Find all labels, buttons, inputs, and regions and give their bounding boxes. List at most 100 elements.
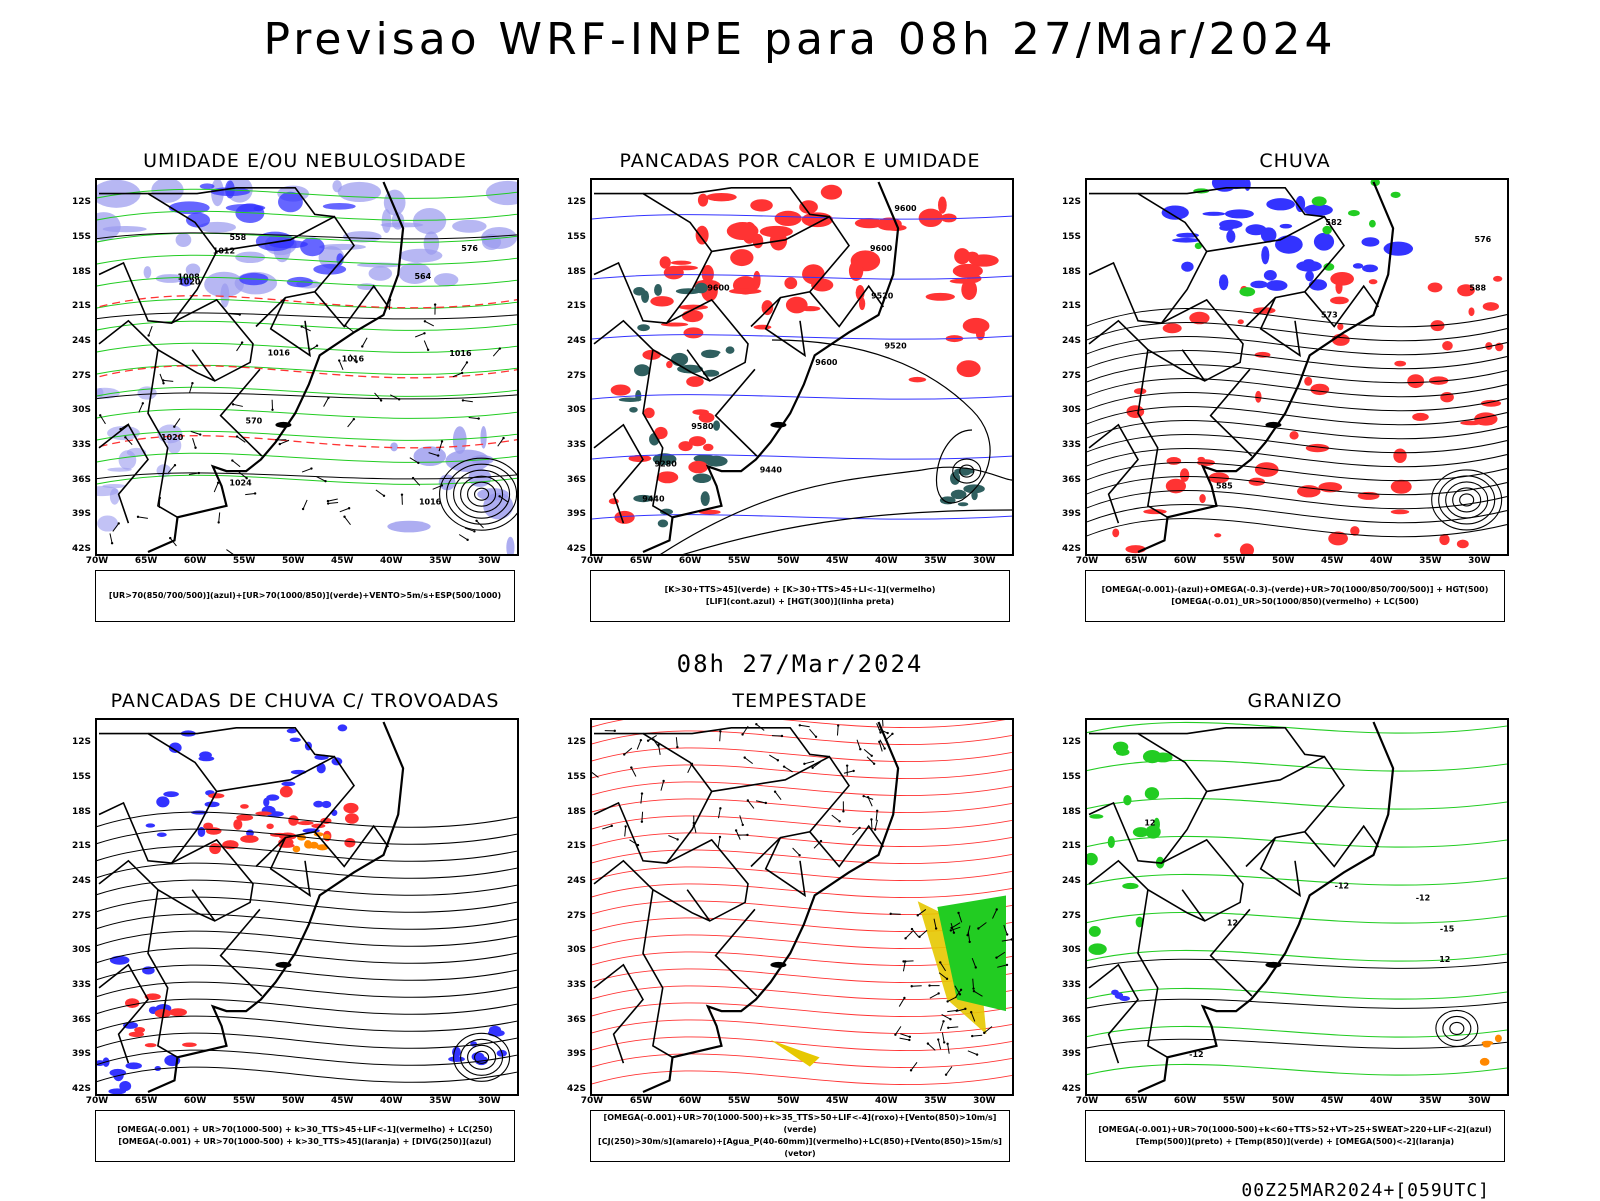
- wind-vector: [799, 724, 801, 726]
- contour-label: 9580: [691, 422, 714, 431]
- wind-vector: [904, 937, 906, 939]
- contour-label: 9600: [894, 204, 917, 213]
- legend-line: [OMEGA(-0.001)+UR>70(1000-500)+k<60+TTS>…: [1086, 1124, 1504, 1136]
- instability-area: [686, 376, 704, 387]
- lake: [275, 422, 291, 428]
- map-svg: 1012101610161016102010201016102457057656…: [97, 180, 517, 554]
- lon-tick-label: 55W: [1219, 1096, 1249, 1106]
- heat-humidity-area: [951, 490, 967, 499]
- wind-vector: [894, 1033, 896, 1035]
- lat-tick-label: 21S: [558, 841, 586, 851]
- wind-vector: [798, 854, 800, 856]
- contour-label: 9600: [870, 244, 893, 253]
- humidity-mid-area: [107, 468, 132, 472]
- wind-vector: [938, 1040, 940, 1050]
- wind-vector: [983, 1032, 985, 1034]
- lon-tick-label: 55W: [724, 556, 754, 566]
- instability-area: [706, 193, 737, 201]
- omega-500-area: [1483, 1043, 1491, 1047]
- lon-tick-label: 50W: [278, 556, 308, 566]
- lat-tick-label: 33S: [63, 980, 91, 990]
- heat-humidity-area: [705, 456, 728, 467]
- omega-strong-area: [1239, 287, 1255, 296]
- omega-ur-area: [1457, 540, 1469, 549]
- lon-tick-label: 70W: [1072, 556, 1102, 566]
- thunderstorm-area: [266, 823, 273, 829]
- humidity-mid-area: [424, 231, 439, 254]
- page-title: Previsao WRF-INPE para 08h 27/Mar/2024: [0, 14, 1600, 65]
- pressure-contour: [97, 313, 517, 320]
- humidity-mid-area: [319, 244, 366, 250]
- wind-vector: [959, 993, 961, 995]
- omega-area: [1219, 220, 1242, 229]
- omega-ur-area: [1330, 272, 1354, 286]
- humidity-low-contour: [97, 255, 517, 266]
- lon-tick-label: 30W: [474, 1096, 504, 1106]
- omega-area: [1280, 224, 1292, 229]
- lat-tick-label: 39S: [1053, 509, 1081, 519]
- lat-tick-label: 42S: [1053, 544, 1081, 554]
- omega-area: [1250, 281, 1267, 289]
- contour-label: 576: [1475, 235, 1492, 244]
- humidity-mid-area: [278, 192, 303, 213]
- lat-tick-label: 24S: [63, 876, 91, 886]
- wind-vector: [809, 729, 816, 737]
- wind-vector: [867, 796, 869, 798]
- instability-area: [729, 288, 761, 294]
- wind-vector: [461, 362, 467, 370]
- wind-vector: [995, 956, 997, 958]
- wind-vector: [149, 326, 153, 335]
- omega-ur-area: [1330, 297, 1349, 305]
- thunderstorm-area: [125, 998, 139, 1008]
- wind-vector: [775, 792, 781, 800]
- instability-area: [688, 461, 708, 473]
- legend-line: [OMEGA(-0.001)-(azul)+OMEGA(-0.3)-(verde…: [1086, 584, 1504, 596]
- humidity-low-contour: [97, 409, 517, 420]
- temp-500-contour: [1436, 1010, 1478, 1046]
- instability-area: [753, 234, 764, 248]
- omega-area: [1275, 235, 1303, 253]
- country-border: [172, 300, 253, 381]
- instability-area: [650, 296, 673, 306]
- wind-vector: [972, 1035, 982, 1036]
- wind-vector: [241, 341, 243, 343]
- wind-vector: [975, 966, 977, 968]
- lat-tick-label: 30S: [1053, 945, 1081, 955]
- wind-vector: [301, 325, 303, 327]
- omega-area: [1266, 198, 1295, 210]
- lat-tick-label: 18S: [63, 807, 91, 817]
- temp-850-contour: [1123, 795, 1131, 805]
- humidity-mid-area: [390, 442, 398, 451]
- contour-label: 1016: [449, 349, 472, 358]
- wind-vector: [906, 931, 913, 938]
- country-border: [1138, 728, 1324, 757]
- shower-area: [309, 842, 318, 849]
- temp-850-contour: [1116, 748, 1130, 755]
- wind-vector: [624, 748, 632, 754]
- lif-contour: [592, 395, 1012, 400]
- lake: [1265, 422, 1281, 428]
- temp-850-contour: [1087, 912, 1507, 925]
- wind-vector: [498, 495, 500, 497]
- panel-legend: [OMEGA(-0.001) + UR>70(1000-500) + k>30_…: [95, 1110, 515, 1162]
- wind-vector: [755, 723, 757, 725]
- lon-tick-label: 50W: [1268, 556, 1298, 566]
- divergence-area: [163, 791, 179, 797]
- contour-label: 573: [1321, 311, 1338, 320]
- wind-vector: [441, 440, 443, 442]
- wind-vector: [676, 746, 678, 748]
- omega-500-area: [1495, 1035, 1502, 1043]
- lon-tick-label: 60W: [180, 556, 210, 566]
- omega-area: [1353, 263, 1363, 268]
- lat-tick-label: 39S: [1053, 1049, 1081, 1059]
- lat-tick-label: 18S: [558, 267, 586, 277]
- lon-tick-label: 40W: [1366, 1096, 1396, 1106]
- lon-tick-label: 70W: [1072, 1096, 1102, 1106]
- wind-vector: [928, 1044, 935, 1051]
- lat-tick-label: 30S: [558, 405, 586, 415]
- lat-tick-label: 15S: [1053, 232, 1081, 242]
- map-plot: [95, 718, 519, 1096]
- wind-vector: [838, 820, 840, 822]
- lat-tick-label: 39S: [558, 1049, 586, 1059]
- wind-vector: [940, 1021, 943, 1031]
